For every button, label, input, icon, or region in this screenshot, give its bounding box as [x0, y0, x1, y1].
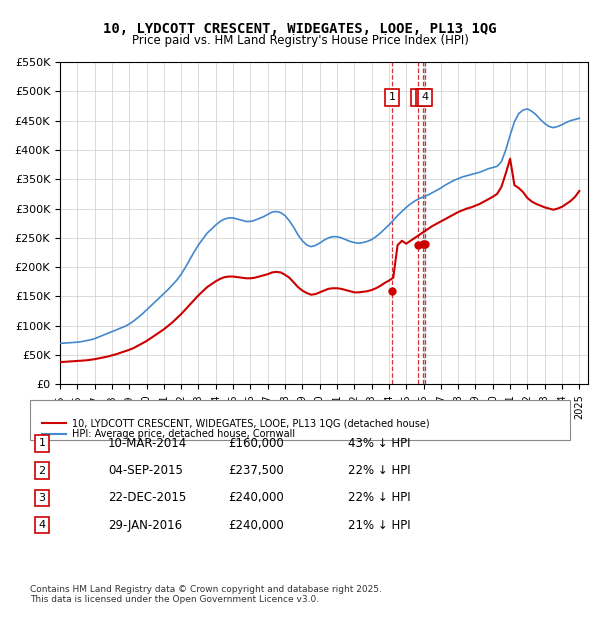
Text: 22% ↓ HPI: 22% ↓ HPI [348, 492, 410, 504]
Text: 1: 1 [38, 438, 46, 448]
Text: £160,000: £160,000 [228, 437, 284, 450]
Text: 10, LYDCOTT CRESCENT, WIDEGATES, LOOE, PL13 1QG (detached house): 10, LYDCOTT CRESCENT, WIDEGATES, LOOE, P… [72, 418, 430, 428]
Text: 3: 3 [419, 92, 427, 102]
Text: 3: 3 [38, 493, 46, 503]
Text: £240,000: £240,000 [228, 519, 284, 531]
Text: Contains HM Land Registry data © Crown copyright and database right 2025.
This d: Contains HM Land Registry data © Crown c… [30, 585, 382, 604]
Text: £237,500: £237,500 [228, 464, 284, 477]
Text: HPI: Average price, detached house, Cornwall: HPI: Average price, detached house, Corn… [72, 429, 295, 439]
Text: 1: 1 [389, 92, 396, 102]
Text: 10, LYDCOTT CRESCENT, WIDEGATES, LOOE, PL13 1QG: 10, LYDCOTT CRESCENT, WIDEGATES, LOOE, P… [103, 22, 497, 36]
Text: 22-DEC-2015: 22-DEC-2015 [108, 492, 186, 504]
Text: Price paid vs. HM Land Registry's House Price Index (HPI): Price paid vs. HM Land Registry's House … [131, 34, 469, 47]
Text: 21% ↓ HPI: 21% ↓ HPI [348, 519, 410, 531]
Text: £240,000: £240,000 [228, 492, 284, 504]
Text: 29-JAN-2016: 29-JAN-2016 [108, 519, 182, 531]
Text: 04-SEP-2015: 04-SEP-2015 [108, 464, 183, 477]
Text: 22% ↓ HPI: 22% ↓ HPI [348, 464, 410, 477]
Text: 43% ↓ HPI: 43% ↓ HPI [348, 437, 410, 450]
Text: 10-MAR-2014: 10-MAR-2014 [108, 437, 187, 450]
Text: 4: 4 [38, 520, 46, 530]
Text: 2: 2 [414, 92, 421, 102]
Text: 2: 2 [38, 466, 46, 476]
Text: 4: 4 [421, 92, 428, 102]
